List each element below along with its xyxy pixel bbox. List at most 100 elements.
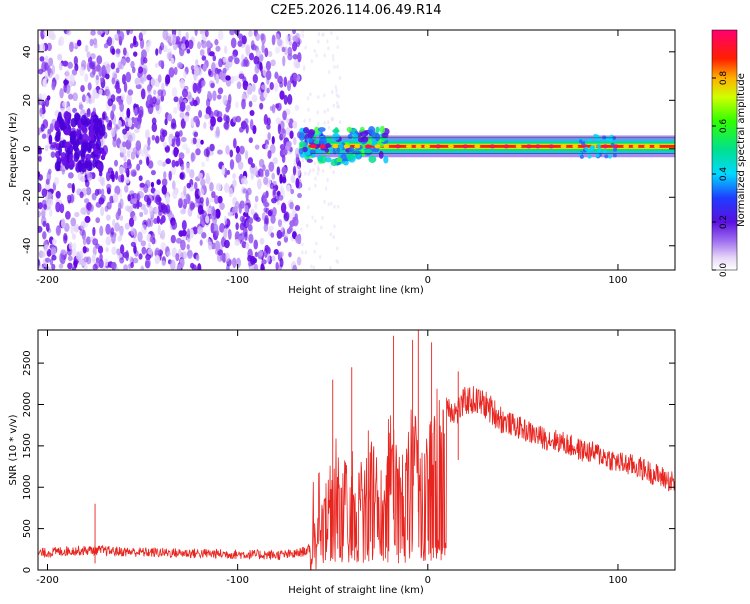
spectrogram-noise-cell <box>106 183 112 191</box>
spectrogram-signal-cell <box>306 158 313 163</box>
spectrogram-noise-cell <box>48 134 53 145</box>
spectrogram-noise-cell <box>254 251 259 258</box>
spectrogram-noise-cell <box>229 149 234 158</box>
spectrogram-noise-cell <box>251 83 256 92</box>
spectrogram-y-tick-label: -20 <box>22 189 33 205</box>
spectrogram-noise-cell <box>57 53 63 61</box>
snr-x-axis-label: Height of straight line (km) <box>288 585 424 596</box>
spectrogram-signal-cell <box>355 155 361 160</box>
spectrogram-y-tick-label: -40 <box>22 238 33 254</box>
spectrogram-noise-cell <box>252 124 257 135</box>
spectrogram-noise-cell <box>46 170 52 182</box>
spectrogram-noise-cell <box>336 36 339 41</box>
spectrogram-y-axis-label: Frequency (Hz) <box>8 112 19 188</box>
spectrogram-signal-cell <box>332 132 340 141</box>
spectrogram-noise-cell <box>73 224 80 233</box>
spectrogram-noise-cell <box>283 211 290 222</box>
spectrogram-noise-cell <box>323 121 326 126</box>
spectrogram-signal-cell <box>596 149 601 154</box>
spectrogram-noise-cell <box>105 171 111 182</box>
spectrogram-noise-cell <box>126 30 130 36</box>
spectrogram-noise-cell <box>195 138 202 149</box>
spectrogram-noise-cell <box>138 109 144 119</box>
spectrogram-noise-cell <box>161 129 168 137</box>
spectrogram-noise-cell <box>114 83 120 90</box>
spectrogram-signal-cell <box>346 126 353 133</box>
spectrogram-signal-peak <box>365 144 372 149</box>
spectrogram-noise-cell <box>71 248 77 257</box>
spectrogram-noise-cell <box>250 208 255 216</box>
spectrogram-signal-cell <box>299 140 306 148</box>
spectrogram-noise-cell <box>193 65 199 71</box>
spectrogram-noise-cell <box>103 43 109 49</box>
spectrogram-noise-cell <box>123 161 129 170</box>
spectrogram-noise-cell <box>166 51 173 60</box>
spectrogram-noise-cell <box>330 31 333 36</box>
spectrogram-noise-cell <box>261 43 265 54</box>
spectrogram-noise-cell <box>149 205 154 216</box>
spectrogram-noise-cell <box>186 228 191 239</box>
snr-y-tick-label: 1500 <box>22 433 33 458</box>
spectrogram-noise-cell <box>101 150 107 158</box>
spectrogram-noise-cell <box>198 172 203 179</box>
spectrogram-noise-cell <box>48 265 52 270</box>
spectrogram-signal-cell <box>579 154 584 159</box>
spectrogram-noise-cell <box>86 256 92 265</box>
spectrogram-noise-cell <box>86 172 93 182</box>
spectrogram-noise-cell <box>305 223 309 228</box>
spectrogram-noise-cell <box>72 92 78 102</box>
spectrogram-noise-cell <box>38 155 42 163</box>
spectrogram-noise-cell <box>126 107 131 119</box>
spectrogram-noise-cell <box>312 168 315 173</box>
spectrogram-noise-cell <box>194 30 198 37</box>
spectrogram-noise-cell <box>302 65 306 70</box>
spectrogram-noise-cell <box>135 140 142 151</box>
spectrogram-noise-cell <box>111 48 116 55</box>
spectrogram-noise-cell <box>58 144 62 156</box>
spectrogram-noise-cell <box>81 229 87 241</box>
spectrogram-noise-cell <box>38 225 43 233</box>
spectrogram-noise-cell <box>158 60 164 68</box>
spectrogram-noise-cell <box>179 101 186 112</box>
spectrogram-noise-cell <box>117 202 122 210</box>
spectrogram-noise-cell <box>51 238 57 245</box>
spectrogram-noise-cell <box>98 124 104 137</box>
spectrogram-noise-cell <box>293 136 297 146</box>
spectrogram-noise-cell <box>326 39 329 44</box>
spectrogram-signal-cell <box>612 147 617 152</box>
spectrogram-noise-cell <box>288 40 292 46</box>
spectrogram-noise-cell <box>80 207 87 215</box>
spectrogram-noise-cell <box>160 242 167 252</box>
spectrogram-noise-cell <box>248 100 253 108</box>
spectrogram-noise-cell <box>71 233 77 240</box>
spectrogram-noise-cell <box>60 218 66 229</box>
spectrogram-noise-cell <box>78 104 84 110</box>
spectrogram-noise-cell <box>110 227 115 236</box>
spectrogram-signal-cell <box>610 142 615 147</box>
spectrogram-noise-cell <box>154 254 161 265</box>
spectrogram-noise-cell <box>150 169 156 176</box>
spectrogram-noise-cell <box>253 55 260 65</box>
spectrogram-noise-cell <box>56 160 61 171</box>
spectrogram-noise-cell <box>49 209 53 217</box>
spectrogram-noise-cell <box>274 46 281 54</box>
spectrogram-noise-cell <box>213 109 220 117</box>
spectrogram-noise-cell <box>272 157 278 165</box>
spectrogram-noise-cell <box>69 41 74 53</box>
spectrogram-noise-cell <box>210 116 216 127</box>
spectrogram-signal-cell <box>584 146 589 151</box>
spectrogram-noise-cell <box>50 151 56 158</box>
spectrogram-noise-cell <box>150 78 156 87</box>
spectrogram-signal-peak <box>405 144 412 149</box>
spectrogram-noise-cell <box>267 50 273 58</box>
spectrogram-noise-cell <box>80 220 86 231</box>
spectrogram-noise-cell <box>263 223 269 232</box>
spectrogram-noise-cell <box>174 35 181 45</box>
snr-y-tick-label: 1000 <box>22 475 33 500</box>
spectrogram-noise-cell <box>183 115 190 122</box>
spectrogram-noise-cell <box>301 33 305 38</box>
spectrogram-noise-cell <box>110 110 115 121</box>
spectrogram-noise-cell <box>80 114 88 126</box>
spectrogram-signal-cell <box>612 136 617 141</box>
spectrogram-signal-peak <box>415 144 422 149</box>
